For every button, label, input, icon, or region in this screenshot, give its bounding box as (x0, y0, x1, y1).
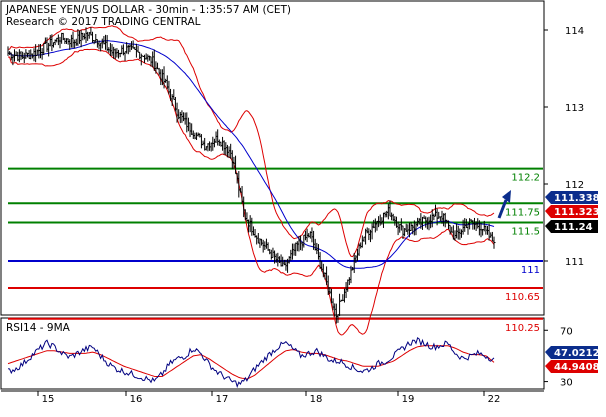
price-tags-layer: 111.338 111.323 111.24 47.0212 44.9408 (545, 191, 600, 373)
x-tick-label: 22 (488, 394, 501, 405)
price-tag (545, 205, 598, 218)
level-label: 111 (521, 265, 540, 276)
axis-layer: 114 113 112 111 70 30 15 16 17 18 19 22 (37, 26, 584, 405)
rsi-y-tick-label: 70 (560, 326, 573, 337)
price-tag-value: 111.338 (554, 193, 600, 204)
rsi-tag (545, 360, 598, 373)
price-tag (545, 220, 598, 233)
x-tick-label: 15 (42, 394, 55, 405)
price-bars-layer (7, 27, 496, 324)
levels-layer: 112.2 111.75 111.5 111 110.65 110.25 (8, 167, 543, 334)
y-tick-label: 112 (565, 180, 584, 191)
rsi-line (7, 336, 495, 389)
chart-subtitle: Research © 2017 TRADING CENTRAL (6, 16, 201, 28)
rsi-layer (7, 336, 495, 389)
rsi-tag-value: 44.9408 (554, 362, 600, 373)
price-tag-value: 111.323 (554, 207, 600, 218)
x-tick-label: 17 (216, 394, 229, 405)
rsi-y-tick-label: 30 (560, 378, 573, 389)
rsi-ma-line (7, 345, 495, 380)
chart-title: JAPANESE YEN/US DOLLAR - 30min - 1:35:57… (5, 4, 291, 16)
x-tick-label: 18 (310, 394, 323, 405)
y-tick-label: 114 (565, 26, 584, 37)
price-tag-value: 111.24 (554, 222, 593, 233)
level-label: 112.2 (511, 173, 540, 184)
level-label: 111.75 (505, 207, 540, 218)
x-tick-label: 19 (402, 394, 415, 405)
x-tick-label: 16 (130, 394, 143, 405)
level-label: 111.5 (511, 227, 540, 238)
rsi-tag-value: 47.0212 (554, 348, 600, 359)
rsi-label: RSI14 - 9MA (6, 322, 71, 334)
y-tick-label: 113 (565, 103, 584, 114)
level-label: 110.25 (505, 323, 540, 334)
y-tick-label: 111 (565, 257, 584, 268)
forecast-arrow (497, 190, 511, 219)
bollinger-lower-band (7, 48, 495, 336)
price-panel-frame (0, 0, 545, 316)
moving-average-line (7, 40, 495, 269)
bollinger-upper-band (7, 25, 495, 258)
rsi-tag (545, 346, 598, 359)
level-label: 110.65 (505, 292, 540, 303)
price-tag (545, 191, 598, 204)
